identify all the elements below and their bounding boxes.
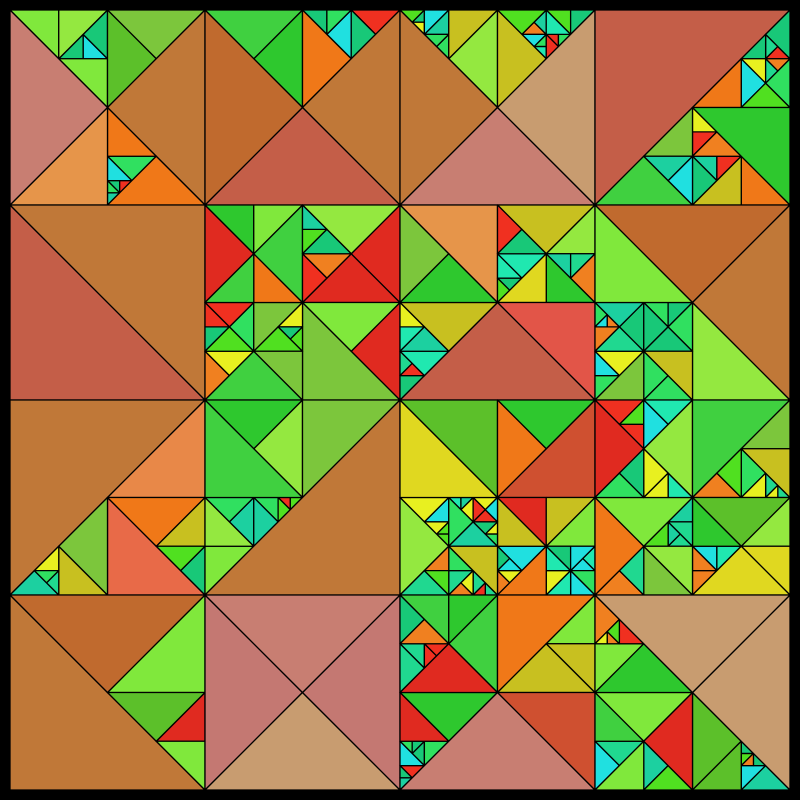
triangle	[569, 545, 596, 572]
triangle	[423, 569, 450, 596]
triangle	[594, 326, 645, 352]
triangle	[106, 691, 206, 742]
triangle	[399, 618, 450, 645]
triangle	[764, 58, 779, 84]
triangle	[716, 448, 742, 499]
triangle	[594, 630, 608, 645]
triangle	[399, 740, 426, 767]
triangle	[204, 253, 255, 304]
triangle	[155, 545, 206, 572]
triangle	[9, 594, 206, 694]
triangle	[58, 496, 109, 596]
triangle	[399, 362, 426, 377]
triangle	[301, 253, 328, 304]
triangle	[204, 594, 401, 694]
triangle	[399, 253, 499, 304]
triangle	[448, 594, 499, 645]
triangle	[496, 557, 523, 572]
triangle	[204, 496, 255, 547]
triangle	[643, 691, 694, 791]
triangle	[399, 691, 450, 742]
triangle	[484, 496, 499, 523]
triangle	[667, 521, 694, 547]
triangle	[496, 253, 523, 279]
triangle	[643, 399, 669, 450]
triangle	[740, 752, 755, 767]
triangle	[496, 228, 547, 255]
triangle	[594, 314, 608, 328]
triangle	[496, 399, 547, 499]
triangle	[277, 326, 304, 340]
triangle	[484, 533, 499, 547]
triangle	[301, 301, 401, 352]
triangle	[253, 204, 304, 255]
triangle	[594, 496, 645, 596]
triangle	[448, 545, 499, 596]
triangle	[204, 399, 304, 499]
triangle	[472, 521, 499, 535]
triangle	[643, 155, 694, 182]
triangle	[460, 569, 474, 596]
triangle	[399, 301, 426, 328]
triangle	[106, 496, 206, 547]
triangle	[594, 350, 621, 377]
triangle	[253, 350, 304, 401]
triangle	[399, 643, 499, 694]
triangle	[399, 326, 450, 352]
triangle	[643, 545, 694, 596]
triangle	[618, 448, 645, 499]
triangle	[545, 9, 572, 36]
triangle	[643, 472, 669, 499]
triangle	[667, 301, 694, 352]
triangle	[301, 228, 352, 255]
triangle	[594, 204, 694, 304]
triangle	[606, 618, 621, 645]
triangle	[33, 569, 60, 584]
triangle	[204, 326, 255, 352]
triangle	[569, 253, 596, 279]
triangle	[545, 496, 596, 547]
triangle	[204, 9, 304, 206]
triangle	[204, 301, 231, 328]
triangle	[399, 764, 413, 779]
triangle	[594, 691, 645, 742]
triangle	[594, 594, 791, 694]
triangle	[301, 204, 328, 231]
triangle	[643, 350, 694, 401]
